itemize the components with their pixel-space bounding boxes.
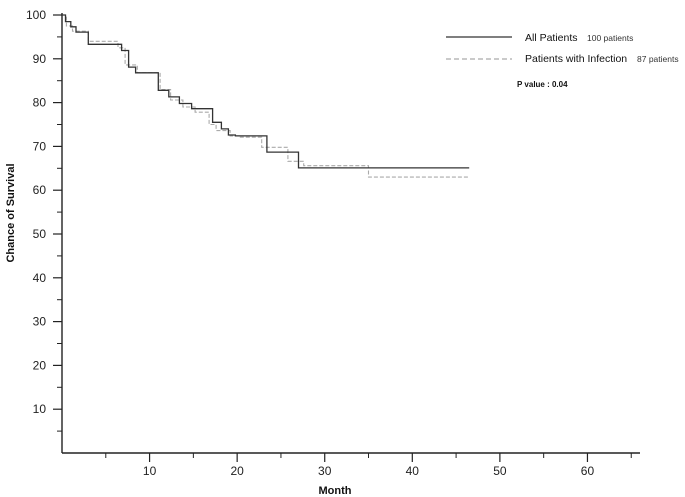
y-axis-label: Chance of Survival [5, 163, 17, 262]
y-tick-label-80: 80 [33, 96, 47, 110]
x-tick-label-60: 60 [581, 464, 595, 478]
x-tick-label-40: 40 [406, 464, 420, 478]
tick-labels: 10 20 30 40 50 60 70 80 90 100 10 20 30 40 50 60 [26, 8, 594, 478]
legend-count-all-patients: 100 patients [587, 33, 633, 43]
y-tick-label-90: 90 [33, 52, 47, 66]
y-tick-label-30: 30 [33, 315, 47, 329]
x-tick-label-50: 50 [493, 464, 507, 478]
y-tick-label-40: 40 [33, 271, 47, 285]
series-layer [62, 14, 470, 178]
y-tick-label-50: 50 [33, 227, 47, 241]
y-tick-label-60: 60 [33, 183, 47, 197]
x-axis-label: Month [319, 485, 352, 497]
y-tick-label-20: 20 [33, 358, 47, 372]
legend: All Patients 100 patients Patients with … [446, 32, 679, 65]
legend-label-infection: Patients with Infection [525, 53, 627, 65]
x-tick-label-20: 20 [230, 464, 244, 478]
y-tick-label-100: 100 [26, 8, 46, 22]
axes [53, 13, 640, 462]
x-tick-label-30: 30 [318, 464, 332, 478]
legend-count-infection: 87 patients [637, 54, 679, 64]
series-line-all-patients [62, 14, 470, 169]
legend-label-all-patients: All Patients [525, 32, 578, 44]
y-tick-label-10: 10 [33, 402, 47, 416]
x-tick-label-10: 10 [143, 464, 157, 478]
series-line-patients-with-infection [62, 14, 470, 178]
p-value-annotation: P value : 0.04 [517, 80, 568, 89]
y-tick-label-70: 70 [33, 139, 47, 153]
